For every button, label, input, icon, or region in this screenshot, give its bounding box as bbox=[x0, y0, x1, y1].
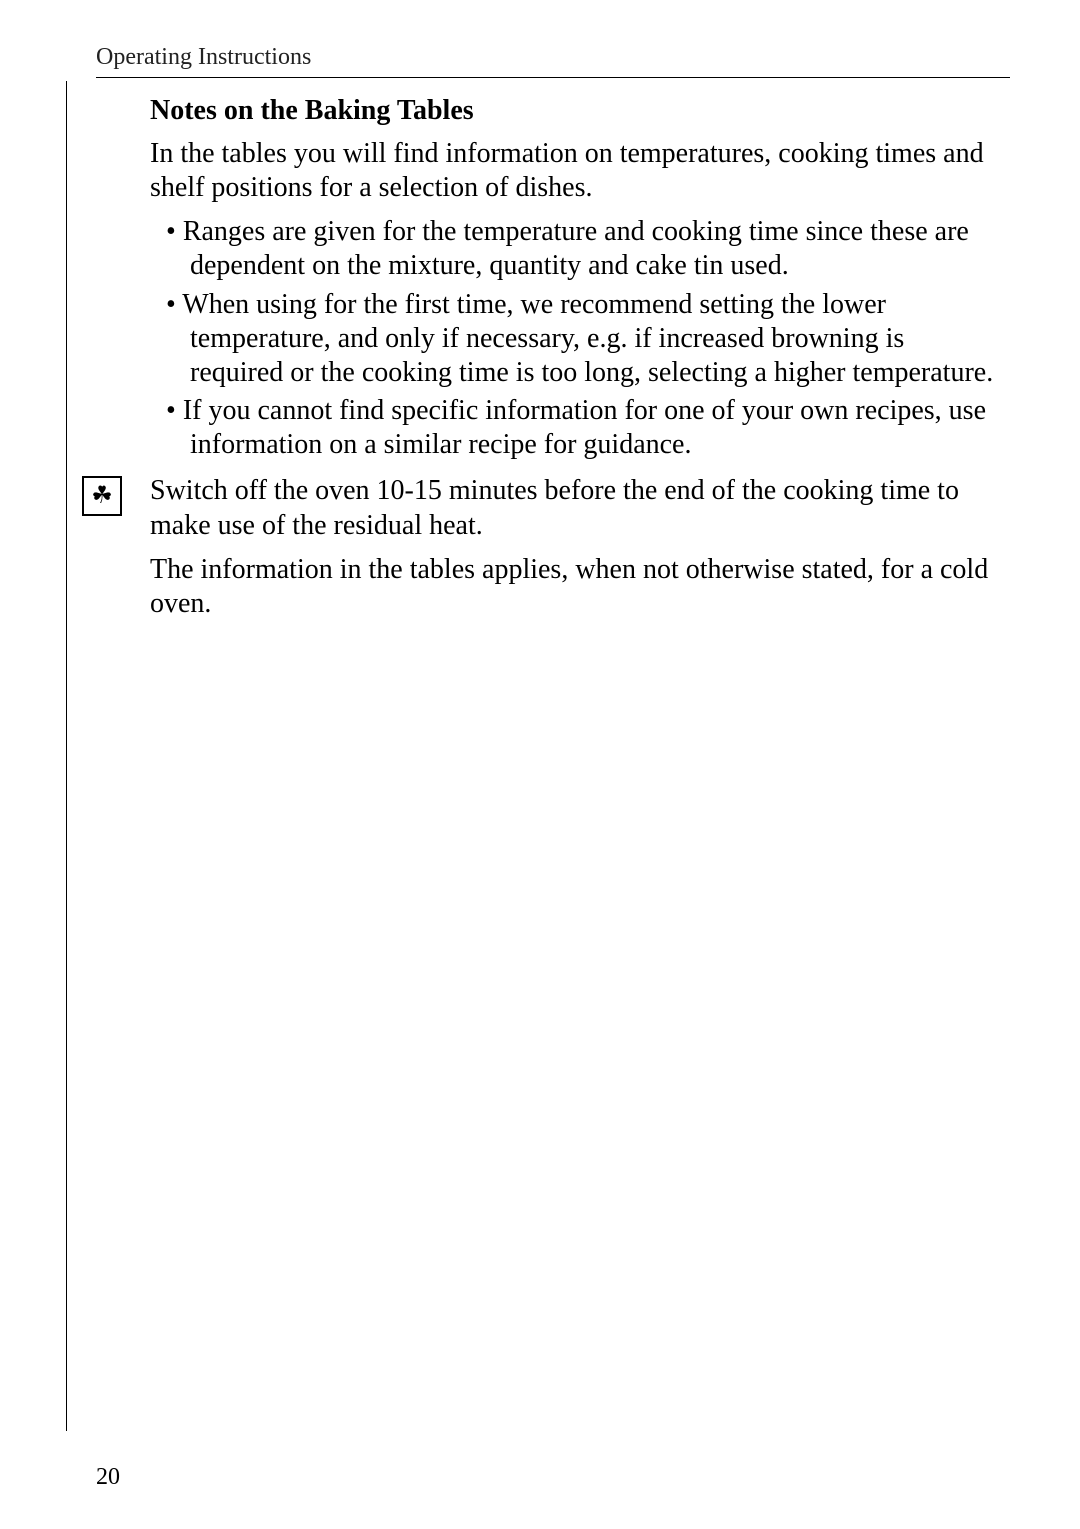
list-item: When using for the first time, we recomm… bbox=[150, 288, 1000, 390]
page-number: 20 bbox=[96, 1464, 120, 1491]
page: Operating Instructions Notes on the Baki… bbox=[0, 0, 1080, 1529]
tip-paragraph: Switch off the oven 10-15 minutes before… bbox=[150, 474, 1000, 542]
content-area: Notes on the Baking Tables In the tables… bbox=[150, 95, 1000, 631]
section-title: Notes on the Baking Tables bbox=[150, 95, 1000, 127]
left-vertical-rule bbox=[66, 81, 67, 1431]
list-item: Ranges are given for the temperature and… bbox=[150, 215, 1000, 283]
header-section-label: Operating Instructions bbox=[96, 44, 1010, 71]
page-header: Operating Instructions bbox=[96, 44, 1010, 78]
clover-icon: ☘ bbox=[82, 476, 122, 516]
tip-paragraph: The information in the tables applies, w… bbox=[150, 553, 1000, 621]
intro-paragraph: In the tables you will find information … bbox=[150, 137, 1000, 205]
tip-section: ☘ Switch off the oven 10-15 minutes befo… bbox=[150, 474, 1000, 621]
list-item: If you cannot find specific information … bbox=[150, 394, 1000, 462]
clover-glyph: ☘ bbox=[91, 484, 113, 508]
bullet-list: Ranges are given for the temperature and… bbox=[150, 215, 1000, 462]
header-rule bbox=[96, 77, 1010, 78]
